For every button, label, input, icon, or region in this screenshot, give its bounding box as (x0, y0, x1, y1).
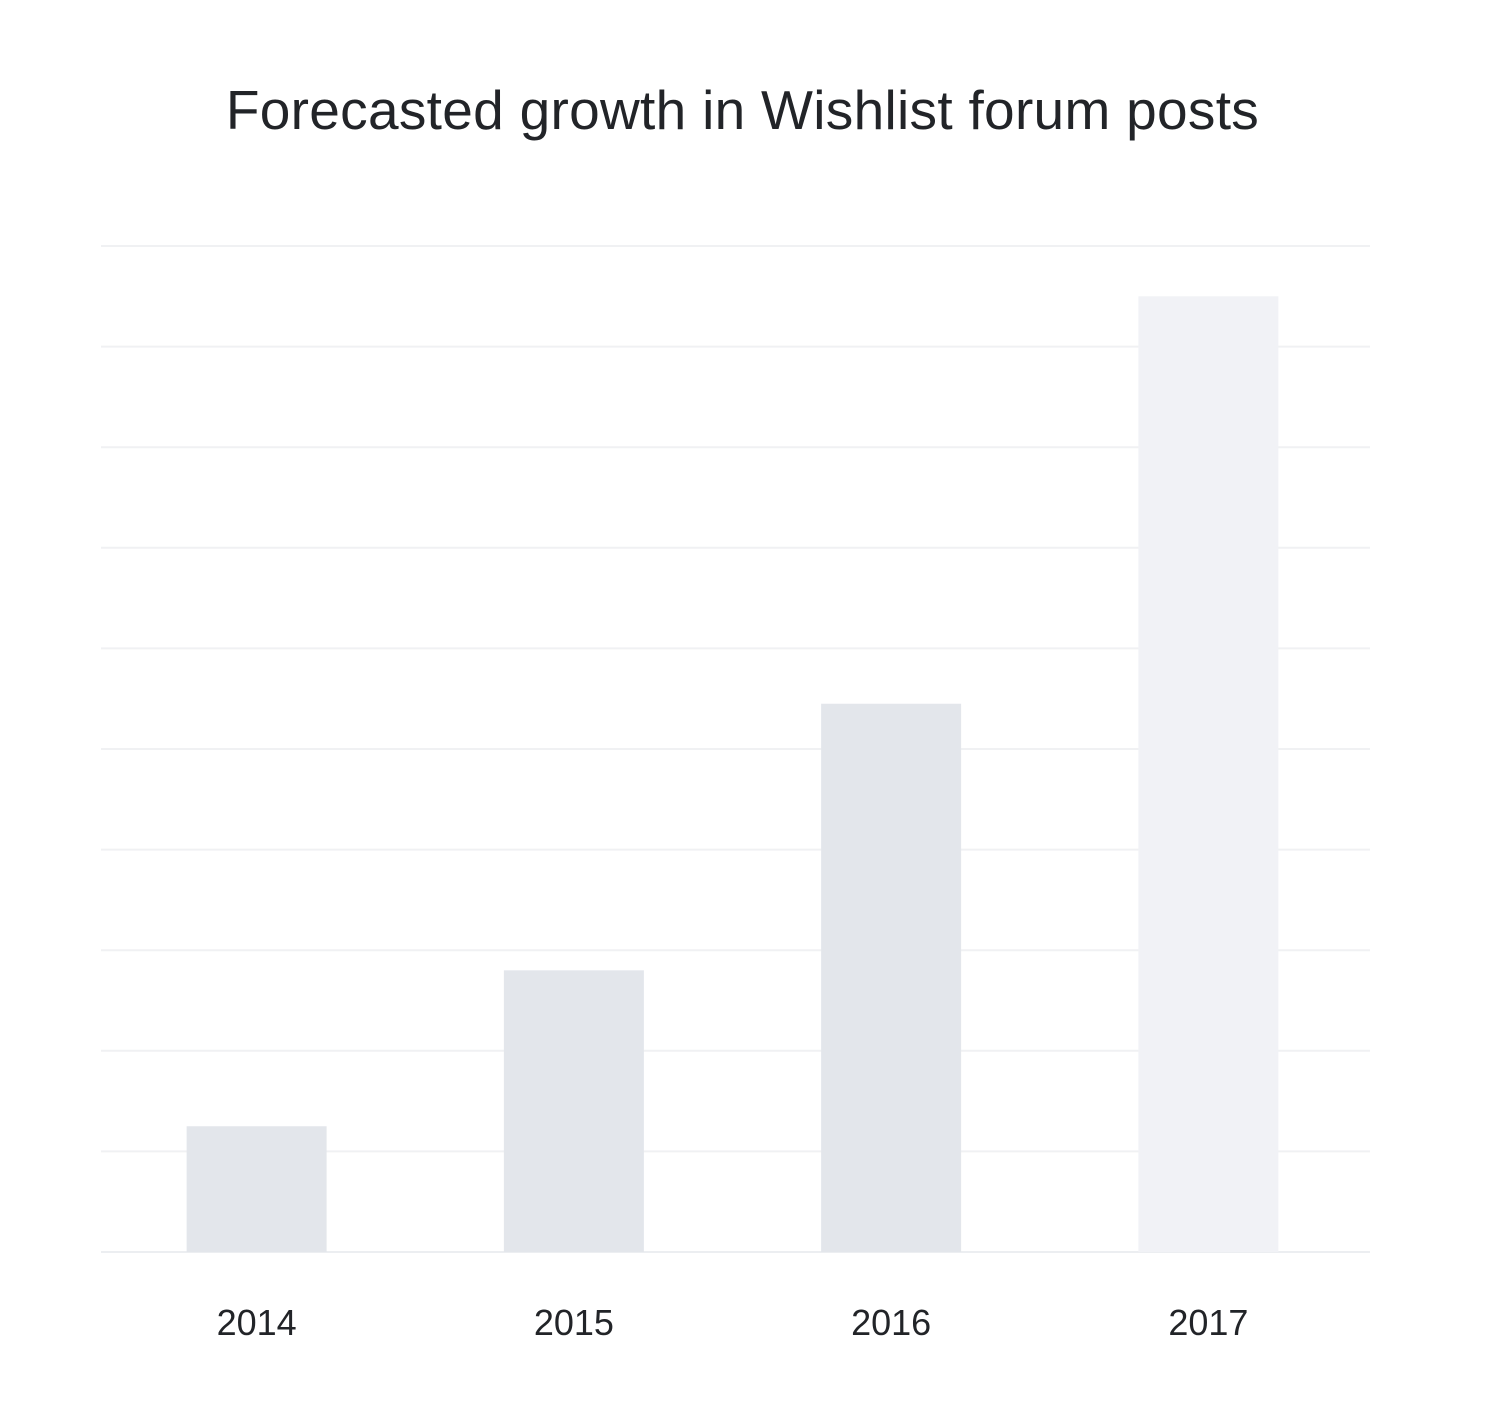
x-tick-label-2017: 2017 (1168, 1302, 1248, 1343)
x-tick-label-2016: 2016 (851, 1302, 931, 1343)
bar-2014 (186, 1126, 327, 1252)
bar-2017 (1138, 296, 1279, 1252)
chart-title: Forecasted growth in Wishlist forum post… (225, 79, 1260, 141)
bars (186, 296, 1279, 1252)
bar-2016 (821, 703, 962, 1252)
bar-2015 (503, 970, 644, 1252)
x-tick-label-2014: 2014 (217, 1302, 297, 1343)
x-axis-tick-labels: 2014 2015 2016 2017 (217, 1302, 1249, 1343)
x-tick-label-2015: 2015 (534, 1302, 614, 1343)
